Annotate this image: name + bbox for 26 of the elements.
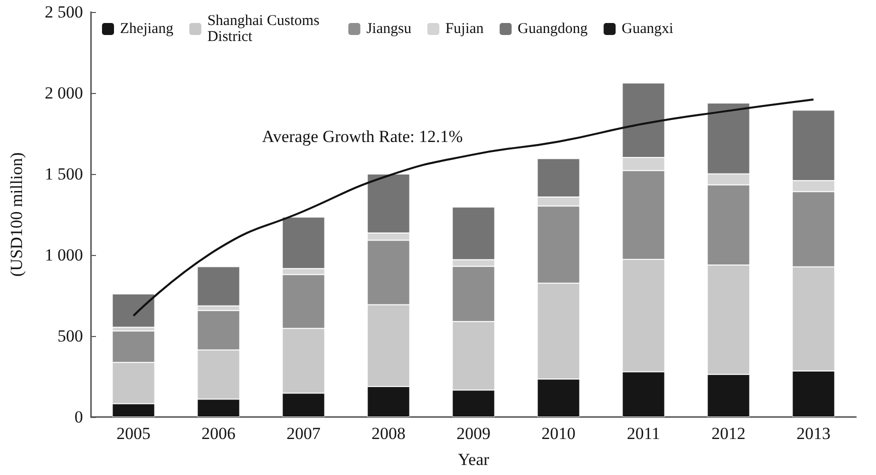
y-tick-label: 2 000 — [44, 84, 83, 102]
line-series — [132, 98, 814, 317]
legend-label: Guangdong — [518, 21, 588, 37]
x-tick-label: 2013 — [796, 424, 830, 443]
legend-label: Zhejiang — [120, 21, 174, 37]
y-tick-label: 500 — [58, 326, 83, 346]
x-axis-title: Year — [458, 450, 490, 469]
annotation: Average Growth Rate: 12.1% — [262, 127, 463, 146]
x-tick-label: 2007 — [286, 424, 321, 443]
legend-label: Jiangsu — [366, 21, 412, 37]
bar — [112, 294, 155, 328]
y-tick-label: 0 — [74, 408, 83, 426]
x-tick-label: 2006 — [202, 424, 236, 443]
x-tick-label: 2008 — [372, 424, 406, 443]
y-axis-title: (USD100 million) — [7, 152, 26, 277]
y-tick-label: 2 500 — [44, 2, 83, 22]
legend-label: Fujian — [445, 21, 484, 37]
x-tick-label: 2010 — [542, 424, 576, 443]
y-tick-label: 1 500 — [44, 164, 83, 184]
x-tick-label: 2012 — [712, 424, 746, 443]
legend-label: Guangxi — [622, 21, 674, 37]
x-tick-label: 2005 — [116, 424, 150, 443]
legend-label: Shanghai Customs District — [207, 13, 324, 45]
x-tick-label: 2009 — [456, 424, 490, 443]
x-tick-label: 2011 — [626, 424, 660, 443]
y-tick-label: 1 000 — [44, 246, 83, 264]
